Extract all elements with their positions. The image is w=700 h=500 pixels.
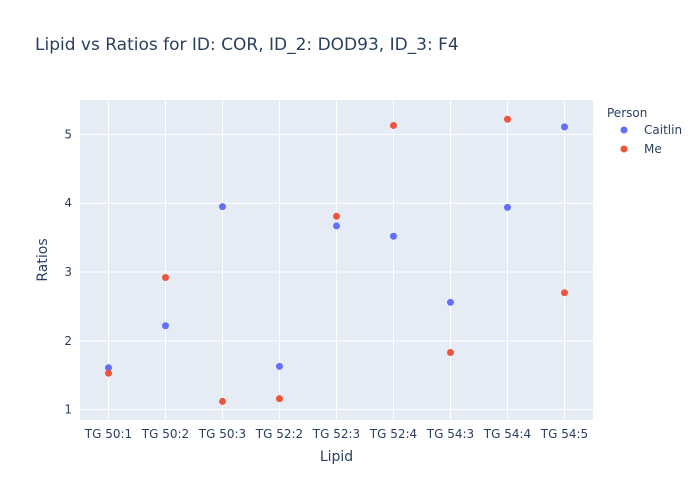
x-tick-label: TG 52:4 [369,427,417,441]
y-tick-label: 3 [64,265,72,279]
legend-label: Caitlin [644,123,682,137]
x-tick-label: TG 50:3 [198,427,246,441]
y-axis-label: Ratios [35,238,51,281]
chart-title: Lipid vs Ratios for ID: COR, ID_2: DOD93… [35,35,459,55]
data-point-me [333,212,340,220]
data-point-me [561,289,568,297]
data-point-caitlin [105,364,112,372]
data-point-me [219,397,226,405]
x-tick-label: TG 52:2 [255,427,303,441]
data-point-me [390,121,397,129]
x-tick-label: TG 50:2 [141,427,189,441]
data-point-caitlin [447,298,454,306]
y-tick-label: 2 [64,334,72,348]
legend-title: Person [607,106,647,120]
y-tick-label: 5 [64,127,72,141]
data-point-caitlin [390,232,397,240]
x-tick-label: TG 54:4 [483,427,531,441]
data-point-me [504,115,511,123]
y-tick-label: 4 [64,196,72,210]
data-point-caitlin [219,203,226,211]
legend-marker [620,145,628,153]
grid-lines [80,100,593,420]
data-point-caitlin [333,222,340,230]
legend-marker [620,126,628,134]
data-point-caitlin [276,362,283,370]
legend-label: Me [644,142,662,156]
x-tick-label: TG 54:3 [426,427,474,441]
data-points [105,115,568,405]
legend: Person Caitlin Me [607,106,682,156]
data-point-me [447,349,454,357]
data-point-me [162,274,169,282]
x-tick-label: TG 54:5 [540,427,588,441]
data-point-caitlin [162,322,169,330]
y-tick-labels: 1 2 3 4 5 [64,127,72,416]
x-tick-label: TG 50:1 [84,427,132,441]
x-tick-label: TG 52:3 [312,427,360,441]
data-point-caitlin [504,203,511,211]
y-tick-label: 1 [64,403,72,417]
x-axis-label: Lipid [320,449,353,465]
data-point-me [105,369,112,377]
x-tick-labels: TG 50:1 TG 50:2 TG 50:3 TG 52:2 TG 52:3 TG 52… [84,427,588,441]
data-point-caitlin [561,123,568,131]
data-point-me [276,395,283,403]
